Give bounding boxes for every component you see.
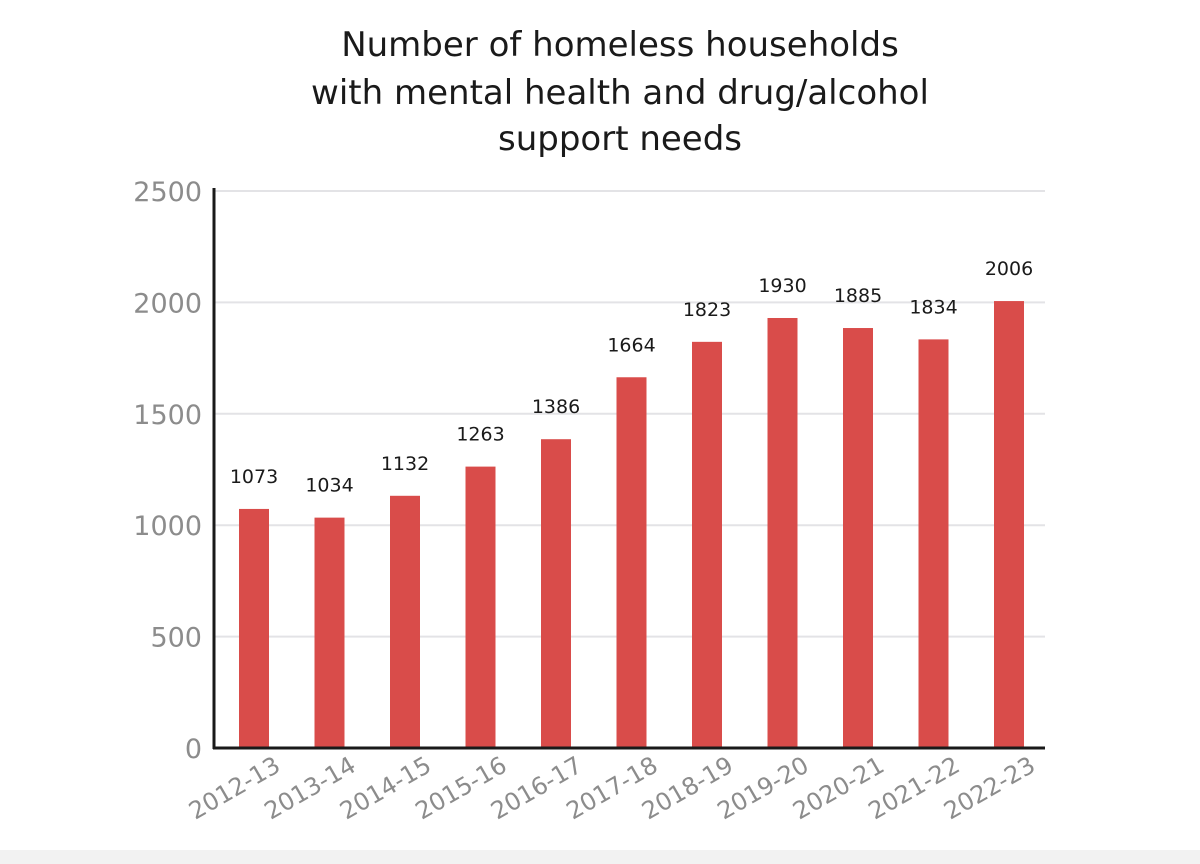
bar (465, 466, 496, 748)
y-axis-tick-label: 1000 (133, 511, 202, 542)
data-label: 2006 (985, 258, 1033, 280)
y-axis-tick-labels: 0 500 1000 1500 2000 2500 (133, 177, 202, 765)
y-axis-tick-label: 0 (185, 734, 202, 765)
bar (918, 339, 949, 748)
bars (239, 301, 1024, 748)
data-label: 1073 (230, 466, 278, 488)
bar (767, 317, 798, 748)
chart-title-line-3: support needs (498, 119, 742, 159)
y-axis-tick-label: 500 (150, 623, 202, 654)
y-axis-tick-label: 2500 (133, 177, 202, 208)
x-axis-tick-labels: 2012-132013-142014-152015-162016-172017-… (184, 751, 1040, 825)
data-label: 1834 (909, 296, 957, 318)
bar (616, 377, 647, 748)
bar (239, 508, 269, 748)
data-label: 1930 (758, 275, 806, 297)
chart-title-line-2: with mental health and drug/alcohol (311, 73, 929, 113)
y-axis-tick-label: 1500 (133, 400, 202, 431)
data-label: 1034 (305, 475, 353, 497)
data-label: 1386 (532, 396, 580, 418)
data-label: 1132 (381, 453, 429, 475)
data-label: 1885 (834, 285, 882, 307)
bar (314, 517, 345, 748)
chart-title-line-1: Number of homeless households (341, 25, 899, 65)
bar (843, 328, 873, 748)
bottom-strip (0, 850, 1200, 864)
data-label: 1823 (683, 299, 731, 321)
data-labels: 1073 1034 1132 1263 1386 1664 1823 1930 1885 1834… (230, 258, 1033, 497)
bar (390, 495, 420, 748)
bar (541, 439, 571, 748)
y-axis-tick-label: 2000 (133, 288, 202, 319)
bar (692, 341, 722, 748)
axes (212, 188, 1045, 750)
bar (994, 301, 1024, 748)
data-label: 1263 (456, 424, 504, 446)
data-label: 1664 (607, 334, 655, 356)
